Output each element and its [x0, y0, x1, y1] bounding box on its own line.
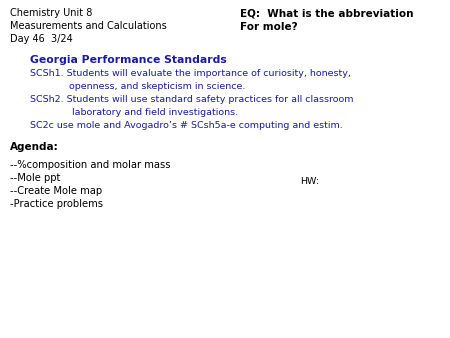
Text: Day 46  3/24: Day 46 3/24	[10, 34, 73, 44]
Text: SC2c use mole and Avogadro’s # SCsh5a-e computing and estim.: SC2c use mole and Avogadro’s # SCsh5a-e …	[30, 121, 343, 130]
Text: laboratory and field investigations.: laboratory and field investigations.	[30, 108, 238, 117]
Text: --Mole ppt: --Mole ppt	[10, 173, 60, 183]
Text: SCSh2. Students will use standard safety practices for all classroom: SCSh2. Students will use standard safety…	[30, 95, 354, 104]
Text: --%composition and molar mass: --%composition and molar mass	[10, 160, 171, 170]
Text: For mole?: For mole?	[240, 22, 297, 32]
Text: Chemistry Unit 8: Chemistry Unit 8	[10, 8, 92, 18]
Text: Agenda:: Agenda:	[10, 142, 59, 152]
Text: Measurements and Calculations: Measurements and Calculations	[10, 21, 167, 31]
Text: Georgia Performance Standards: Georgia Performance Standards	[30, 55, 227, 65]
Text: HW:: HW:	[300, 177, 319, 186]
Text: EQ:  What is the abbreviation: EQ: What is the abbreviation	[240, 8, 414, 18]
Text: --Create Mole map: --Create Mole map	[10, 186, 102, 196]
Text: -Practice problems: -Practice problems	[10, 199, 103, 209]
Text: SCSh1. Students will evaluate the importance of curiosity, honesty,: SCSh1. Students will evaluate the import…	[30, 69, 351, 78]
Text: openness, and skepticism in science.: openness, and skepticism in science.	[30, 82, 245, 91]
